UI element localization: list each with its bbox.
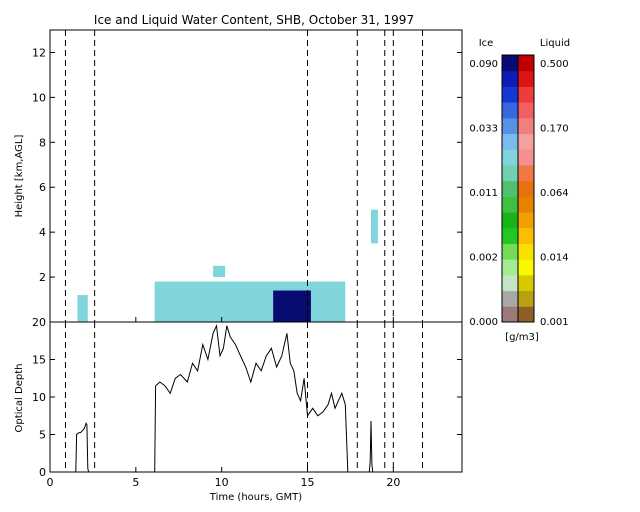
ice-tick-label: 0.002 — [469, 253, 498, 264]
ice-color-swatch — [502, 180, 518, 197]
ice-color-swatch — [502, 70, 518, 87]
top-y-axis-label: Height [km,AGL] — [14, 135, 25, 218]
y-tick-label: 15 — [32, 354, 46, 367]
liquid-color-swatch — [518, 243, 534, 260]
y-tick-label: 10 — [32, 391, 46, 404]
colorbar-units: [g/m3] — [505, 332, 539, 343]
y-tick-label: 4 — [39, 226, 46, 239]
ice-color-swatch — [502, 133, 518, 150]
ice-color-swatch — [502, 164, 518, 182]
colorbar-ice-scale — [501, 54, 519, 323]
cloud-region — [213, 265, 226, 278]
liquid-color-swatch — [518, 212, 534, 229]
optical-depth-line — [154, 323, 349, 473]
ice-tick-label: 0.033 — [469, 124, 498, 135]
ice-color-swatch — [502, 274, 518, 292]
ice-color-swatch — [502, 117, 518, 135]
ice-color-swatch — [502, 290, 518, 307]
ice-color-swatch — [502, 55, 518, 72]
x-tick-label: 15 — [301, 476, 315, 489]
liquid-color-swatch — [518, 149, 534, 166]
liquid-tick-label: 0.170 — [540, 124, 569, 135]
ice-color-swatch — [502, 102, 518, 119]
y-tick-label: 20 — [32, 316, 46, 329]
x-tick-label: 5 — [132, 476, 139, 489]
y-tick-label: 8 — [39, 136, 46, 149]
event-lines-bottom — [64, 322, 424, 472]
water-content-panel: 2 4 6 8 10 12 Height [km,AGL] — [14, 29, 463, 323]
y-tick-label: 5 — [39, 429, 46, 442]
optical-depth-panel: 0 5 10 15 20 0 5 10 15 20 Optical Depth Time (hou… — [14, 316, 463, 503]
cloud-layer-group — [77, 209, 378, 322]
liquid-color-swatch-frame — [517, 54, 535, 323]
liquid-color-swatch — [518, 306, 534, 323]
bottom-plot-frame — [49, 321, 463, 473]
colorbar-liquid-title: Liquid — [540, 38, 570, 49]
event-lines-top — [64, 30, 424, 322]
liquid-tick-label: 0.001 — [540, 317, 569, 328]
optical-depth-series — [75, 323, 374, 473]
y-tick-label: 12 — [32, 46, 46, 59]
top-axis-ticks: 2 4 6 8 10 12 — [32, 46, 462, 322]
x-tick-label: 0 — [47, 476, 54, 489]
liquid-color-swatch — [518, 86, 534, 103]
x-tick-label: 20 — [386, 476, 400, 489]
cloud-region — [77, 295, 88, 322]
ice-tick-label: 0.090 — [469, 59, 498, 70]
y-tick-label: 6 — [39, 181, 46, 194]
liquid-color-swatch — [518, 133, 534, 150]
ice-color-swatch — [502, 149, 518, 166]
ice-tick-label: 0.000 — [469, 317, 498, 328]
top-plot-frame — [49, 29, 463, 323]
liquid-tick-label: 0.014 — [540, 253, 569, 264]
liquid-color-swatch — [518, 259, 534, 276]
colorbar-liquid-scale — [517, 54, 535, 323]
ice-color-swatch — [502, 212, 518, 229]
liquid-color-swatch — [518, 227, 534, 244]
liquid-tick-label: 0.064 — [540, 188, 569, 199]
y-tick-label: 10 — [32, 91, 46, 104]
bottom-y-axis-label: Optical Depth — [14, 364, 25, 433]
ice-tick-label: 0.011 — [469, 188, 498, 199]
liquid-color-swatch — [518, 117, 534, 135]
x-axis-label: Time (hours, GMT) — [209, 492, 303, 503]
liquid-color-swatch — [518, 102, 534, 119]
y-tick-label: 0 — [39, 466, 46, 479]
liquid-color-swatch — [518, 274, 534, 292]
cloud-region — [273, 290, 311, 322]
chart-title: Ice and Liquid Water Content, SHB, Octob… — [94, 13, 414, 27]
ice-color-swatch — [502, 86, 518, 103]
liquid-color-swatch — [518, 55, 534, 72]
cloud-region — [154, 281, 346, 322]
ice-color-swatch — [502, 196, 518, 213]
liquid-tick-label: 0.500 — [540, 59, 569, 70]
liquid-color-swatch — [518, 290, 534, 307]
optical-depth-line — [75, 422, 90, 473]
liquid-color-swatch — [518, 164, 534, 182]
colorbar: Ice Liquid 0.090 0.500 0.033 0.170 0.011 0.06… — [469, 38, 570, 343]
x-tick-label: 10 — [215, 476, 229, 489]
optical-depth-line — [368, 420, 374, 473]
ice-color-swatch — [502, 227, 518, 244]
colorbar-tick-labels: 0.090 0.500 0.033 0.170 0.011 0.064 0.002 0.014… — [469, 59, 568, 328]
liquid-color-swatch — [518, 180, 534, 197]
ice-color-swatch — [502, 243, 518, 260]
liquid-color-swatch — [518, 196, 534, 213]
bottom-axis-ticks: 0 5 10 15 20 0 5 10 15 20 — [32, 316, 462, 489]
ice-color-swatch — [502, 306, 518, 323]
liquid-color-swatch — [518, 70, 534, 87]
cloud-region — [371, 209, 378, 244]
y-tick-label: 2 — [39, 271, 46, 284]
ice-color-swatch — [502, 259, 518, 276]
colorbar-ice-title: Ice — [479, 38, 494, 49]
